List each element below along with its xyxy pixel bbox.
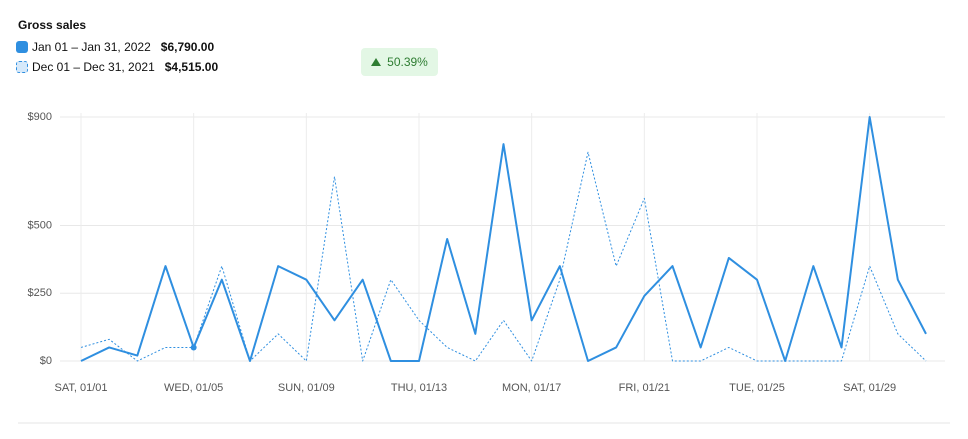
x-tick-label: TUE, 01/25: [729, 382, 785, 394]
y-tick-label: $0: [40, 355, 52, 367]
change-badge: 50.39%: [361, 48, 438, 76]
series-line: [80, 151, 927, 362]
legend-swatch: [16, 61, 28, 73]
change-label: 50.39%: [387, 55, 428, 69]
x-tick-label: WED, 01/05: [164, 382, 223, 394]
series-line: [80, 116, 927, 362]
hover-dot: [190, 344, 197, 351]
legend-label: Dec 01 – Dec 31, 2021: [32, 60, 155, 74]
up-arrow: [371, 58, 382, 66]
x-tick-label: SUN, 01/09: [278, 382, 335, 394]
chart-title: Gross sales: [18, 18, 87, 32]
legend-item[interactable]: Dec 01 – Dec 31, 2021 $4,515.00: [16, 60, 218, 74]
x-tick-label: SAT, 01/29: [843, 382, 896, 394]
legend-total: $4,515.00: [164, 60, 219, 74]
y-tick-label: $900: [28, 111, 52, 123]
x-tick-label: FRI, 01/21: [619, 382, 670, 394]
legend-total: $6,790.00: [160, 40, 215, 54]
x-tick-label: THU, 01/13: [391, 382, 447, 394]
legend-label: Jan 01 – Jan 31, 2022: [32, 40, 151, 54]
legend-item[interactable]: Jan 01 – Jan 31, 2022 $6,790.00: [16, 40, 214, 54]
x-tick-label: SAT, 01/01: [55, 382, 108, 394]
y-tick-label: $250: [28, 287, 52, 299]
y-tick-label: $500: [28, 219, 52, 231]
legend-swatch: [16, 41, 28, 53]
x-tick-label: MON, 01/17: [502, 382, 561, 394]
